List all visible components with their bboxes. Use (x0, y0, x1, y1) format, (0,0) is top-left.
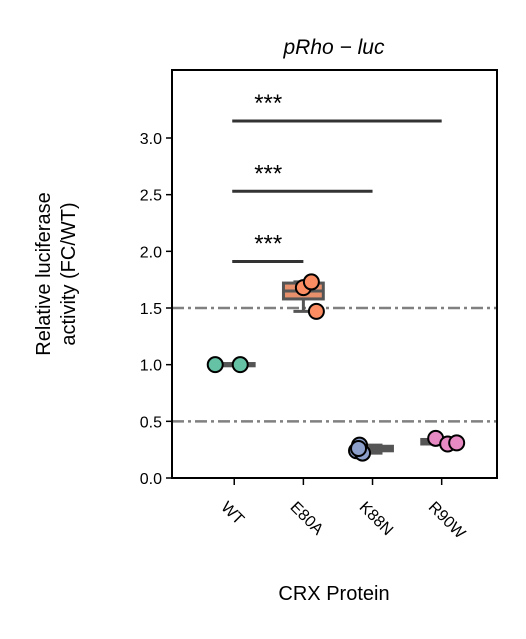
y-tick-label: 0.5 (140, 414, 162, 431)
chart-title: pRho − luc (283, 36, 385, 59)
y-axis-label: activity (FC/WT) (58, 202, 80, 345)
point (302, 273, 320, 291)
significance-label: *** (254, 160, 282, 187)
y-tick-label: 3.0 (140, 131, 162, 148)
x-tick-label: R90W (425, 499, 469, 543)
point (307, 302, 325, 320)
y-tick-label: 0.0 (140, 471, 162, 488)
y-tick-label: 1.5 (140, 301, 162, 318)
x-tick-label: WT (217, 499, 247, 529)
plot-frame (171, 69, 498, 479)
x-axis-label: CRX Protein (278, 583, 389, 605)
y-tick-label: 2.0 (140, 244, 162, 261)
point (206, 356, 224, 374)
significance-label: *** (254, 90, 282, 117)
y-tick-label: 2.5 (140, 188, 162, 205)
x-tick-label: K88N (356, 499, 396, 539)
point (448, 434, 466, 452)
significance-label: *** (254, 231, 282, 258)
y-axis-label: Relative luciferase (33, 192, 55, 355)
x-tick-label: E80A (287, 499, 327, 539)
point (231, 356, 249, 374)
y-tick-label: 1.0 (140, 358, 162, 375)
point (350, 440, 368, 458)
